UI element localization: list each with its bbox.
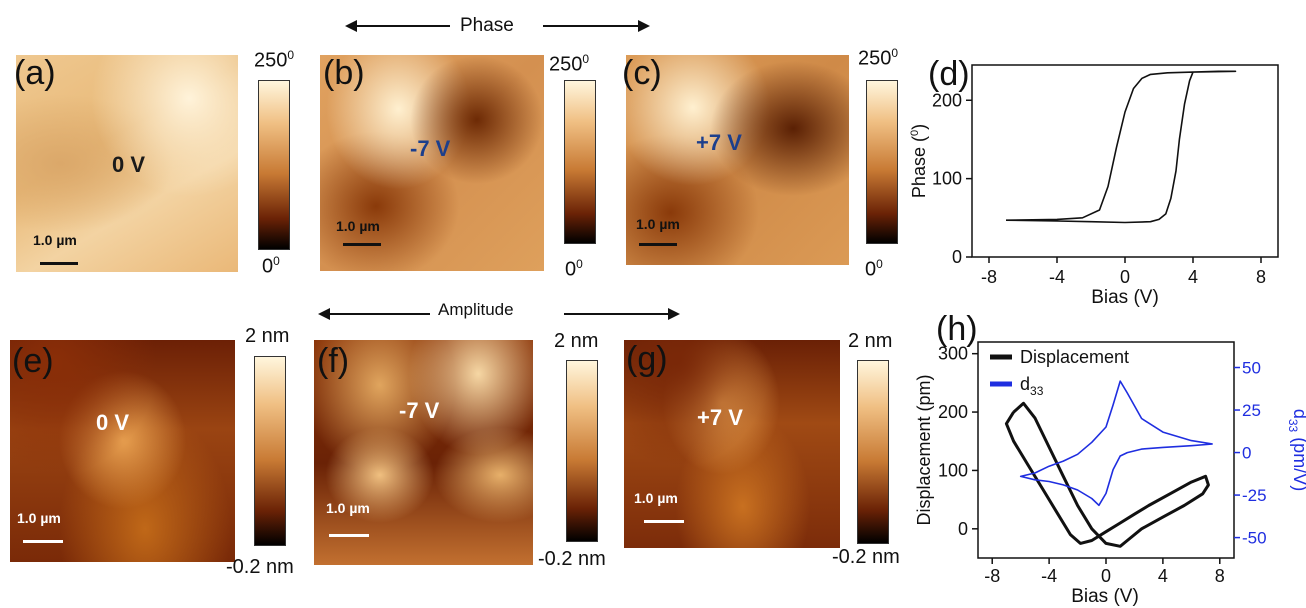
phase-colorbar-min-b: 00 (565, 257, 583, 281)
scale-text-f: 1.0 µm (326, 500, 370, 516)
chart-d-hysteresis-line (1005, 70, 1237, 224)
amplitude-colorbar-e (254, 356, 286, 546)
chart-h-ytick-right-label: -25 (1242, 486, 1267, 505)
chart-d-xtick-label: 0 (1120, 267, 1130, 287)
panel-label-b: (b) (323, 54, 365, 92)
phase-colorbar-c (866, 80, 898, 244)
panel-label-c: (c) (622, 54, 662, 92)
amplitude-colorbar-min-g: -0.2 nm (832, 546, 900, 568)
legend-label-displacement: Displacement (1020, 347, 1129, 367)
chart-d-ylabel: Phase (0) (909, 124, 929, 198)
chart-h-ylabel-right: d33 (pm/V) (1286, 409, 1306, 491)
chart-d-ytick-label: 200 (932, 90, 962, 110)
chart-d-ytick-label: 0 (952, 247, 962, 267)
amplitude-arrows (318, 308, 680, 320)
chart-h-ytick-right-label: -50 (1242, 529, 1267, 548)
amplitude-title: Amplitude (438, 300, 514, 319)
legend-label-d33: d33 (1020, 374, 1044, 398)
chart-h-xtick-label: 0 (1101, 566, 1111, 586)
amplitude-colorbar-min-f: -0.2 nm (538, 548, 606, 570)
amplitude-colorbar-max-f: 2 nm (554, 330, 599, 352)
chart-h: (h) -8 -4 0 4 8 0 100 200 300 -50 -25 0 25 50 Displac… (914, 310, 1306, 607)
scale-text-g: 1.0 µm (634, 490, 678, 506)
phase-colorbar-min-a: 00 (262, 254, 280, 278)
chart-d-series (1005, 70, 1237, 224)
chart-h-line-d33 (1019, 380, 1213, 507)
chart-h-ylabel-left: Displacement (pm) (914, 374, 934, 525)
afm-phase-image-c (626, 55, 849, 265)
bias-label-c: +7 V (696, 130, 742, 155)
chart-h-series (1004, 380, 1213, 548)
panel-label-g: (g) (626, 340, 668, 378)
chart-d-axes: -8 -4 0 4 8 0 100 200 (932, 90, 1266, 287)
panel-label-e: (e) (12, 342, 54, 380)
scale-bar-c (639, 243, 677, 246)
phase-colorbar-a (258, 80, 290, 250)
phase-header: Phase (345, 12, 650, 40)
chart-h-ytick-left-label: 300 (938, 344, 968, 364)
chart-d-ytick-label: 100 (932, 169, 962, 189)
chart-h-line-displacement (1004, 401, 1210, 548)
chart-h-ytick-right-label: 0 (1242, 444, 1251, 463)
phase-arrows (345, 20, 650, 32)
scale-bar-b (343, 243, 381, 246)
afm-amplitude-image-f (314, 340, 533, 565)
chart-h-ytick-left-label: 200 (938, 402, 968, 422)
afm-amplitude-image-g (624, 340, 840, 548)
scale-text-a: 1.0 µm (33, 232, 77, 248)
chart-h-ytick-left-label: 0 (958, 519, 968, 539)
scale-bar-a (40, 262, 78, 265)
phase-colorbar-max-c: 2500 (858, 46, 899, 70)
chart-h-xtick-label: -4 (1041, 566, 1057, 586)
phase-colorbar-min-c: 00 (865, 257, 883, 281)
bias-label-e: 0 V (96, 410, 130, 435)
chart-d-xtick-label: 4 (1188, 267, 1198, 287)
chart-d: (d) -8 -4 0 4 8 0 100 200 Bias (V) Phase (0) (909, 55, 1279, 308)
panel-label-d: (d) (928, 55, 970, 93)
bias-label-g: +7 V (697, 405, 743, 430)
amplitude-colorbar-min-e: -0.2 nm (226, 556, 294, 578)
chart-h-ytick-right-label: 50 (1242, 359, 1261, 378)
chart-h-xtick-label: 8 (1215, 566, 1225, 586)
afm-amplitude-image-e (10, 340, 235, 562)
chart-h-legend: Displacement d33 (990, 347, 1129, 398)
bias-label-b: -7 V (410, 136, 451, 161)
amplitude-header: Amplitude (318, 298, 680, 326)
panel-label-h: (h) (936, 310, 978, 348)
chart-h-frame (977, 341, 1235, 559)
chart-d-xtick-label: -8 (981, 267, 997, 287)
amplitude-colorbar-g (857, 360, 889, 544)
scale-text-c: 1.0 µm (636, 216, 680, 232)
panel-label-a: (a) (14, 54, 56, 92)
bias-label-f: -7 V (399, 398, 440, 423)
scale-bar-f (329, 534, 369, 537)
chart-d-xtick-label: 8 (1256, 267, 1266, 287)
scale-text-e: 1.0 µm (17, 510, 61, 526)
amplitude-colorbar-max-e: 2 nm (245, 325, 290, 347)
phase-colorbar-max-b: 2500 (549, 52, 590, 76)
chart-h-xtick-label: -8 (984, 566, 1000, 586)
phase-colorbar-b (564, 80, 596, 244)
chart-d-xtick-label: -4 (1049, 267, 1065, 287)
bias-label-a: 0 V (112, 152, 146, 177)
scale-bar-g (644, 520, 684, 523)
phase-colorbar-max-a: 2500 (254, 48, 295, 72)
panel-label-f: (f) (317, 342, 350, 380)
chart-d-frame (971, 64, 1279, 258)
phase-title: Phase (460, 15, 514, 36)
afm-phase-image-b (320, 55, 544, 271)
chart-h-xlabel: Bias (V) (1071, 586, 1139, 607)
scale-text-b: 1.0 µm (336, 218, 380, 234)
amplitude-colorbar-f (566, 360, 598, 542)
chart-h-axes: -8 -4 0 4 8 0 100 200 300 -50 -25 0 25 50 (938, 344, 1267, 586)
chart-h-ytick-right-label: 25 (1242, 401, 1261, 420)
chart-d-xlabel: Bias (V) (1091, 287, 1159, 308)
chart-h-xtick-label: 4 (1158, 566, 1168, 586)
chart-h-ytick-left-label: 100 (938, 460, 968, 480)
amplitude-colorbar-max-g: 2 nm (848, 330, 893, 352)
afm-phase-image-a (16, 55, 238, 272)
scale-bar-e (23, 540, 63, 543)
